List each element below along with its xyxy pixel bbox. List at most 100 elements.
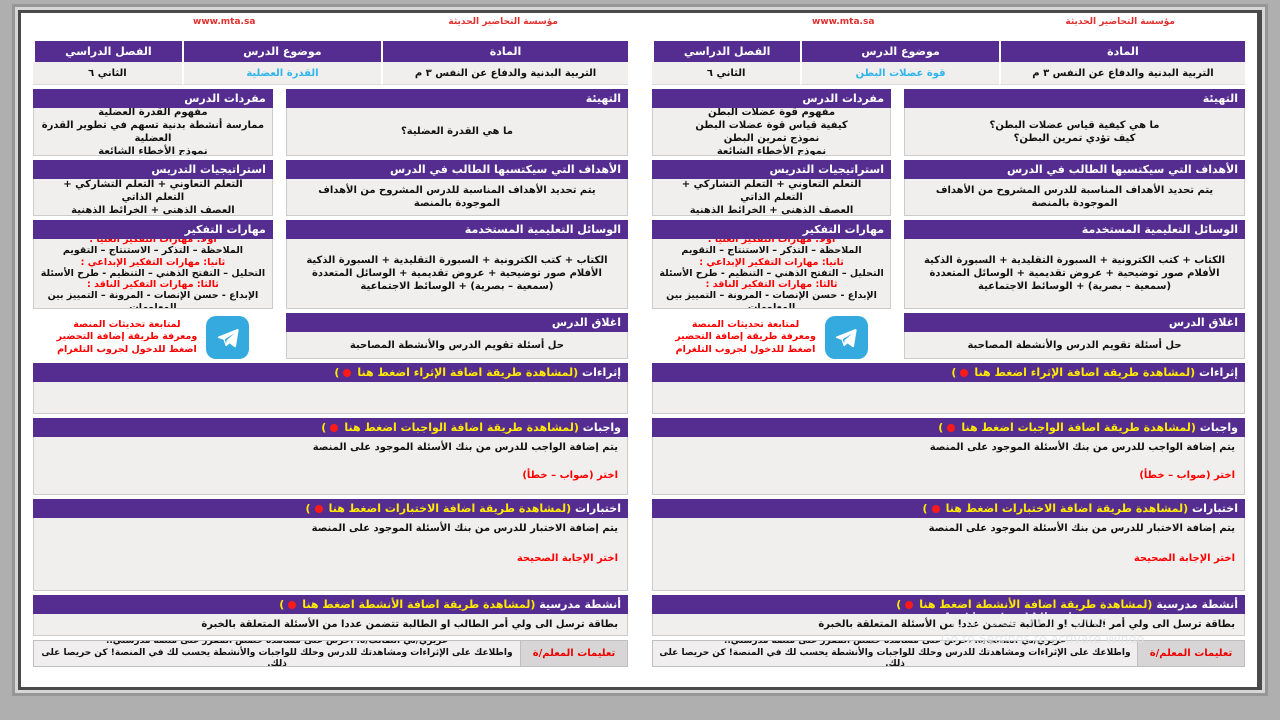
text-line: عزيزي/تي الطالب/ة: احرص على مشاهدة حصص ا…	[723, 640, 1067, 647]
media-section: الوسائل التعليمية المستخدمة الكتاب + كتب…	[285, 220, 628, 309]
page-top-line: مؤسسة التحاضير الحديثة www.mta.sa	[652, 15, 1245, 41]
paren-close: )	[922, 502, 928, 515]
telegram-promo[interactable]: لمتابعة تحديثات المنصة ومعرفة طريقة إضاف…	[33, 313, 273, 359]
telegram-icon[interactable]	[824, 316, 868, 359]
homework-title: واجبات	[1199, 421, 1238, 434]
activities-header: أنشطة مدرسية (لمشاهدة طريقة اضافة الأنشط…	[33, 595, 628, 614]
enrichment-link[interactable]: (لمشاهدة طريقة اضافة الإثراء اضغط هنا	[357, 366, 579, 379]
text-line: حل أسئلة تقويم الدرس والأنشطة المصاحبة	[967, 339, 1182, 351]
goals-section: الأهداف التي سيكتسبها الطالب في الدرس يت…	[904, 160, 1245, 216]
vocab-header: مفردات الدرس	[652, 89, 892, 108]
tests-link[interactable]: (لمشاهدة طريقة اضافة الاختبارات اضغط هنا	[945, 502, 1189, 515]
telegram-promo[interactable]: لمتابعة تحديثات المنصة ومعرفة طريقة إضاف…	[652, 313, 891, 359]
activities-title: أنشطة مدرسية	[1156, 598, 1238, 611]
text-line: نموذج تمرين البطن	[723, 132, 820, 144]
paren-close: )	[951, 366, 957, 379]
warmup-body: ما هي القدرة العضلية؟	[285, 108, 628, 156]
row-closing-telegram: اغلاق الدرس حل أسئلة تقويم الدرس والأنشط…	[652, 313, 1245, 359]
telegram-promo-text[interactable]: لمتابعة تحديثات المنصة ومعرفة طريقة إضاف…	[675, 319, 816, 357]
site-url[interactable]: www.mta.sa	[812, 17, 875, 27]
text-line: نموذج الأخطاء الشائعة	[98, 145, 208, 156]
activities-link[interactable]: (لمشاهدة طريقة اضافة الأنشطة اضغط هنا	[302, 598, 536, 611]
site-url[interactable]: www.mta.sa	[193, 17, 256, 27]
text-line: الكتاب + كتب الكترونية + السبورة التقليد…	[306, 255, 608, 266]
text-line: يتم تحديد الأهداف المناسبة للدرس المشروح…	[935, 185, 1214, 209]
strategies-header: استراتيجيات التدريس	[33, 160, 273, 179]
text-line: نموذج الأخطاء الشائعة	[716, 145, 827, 156]
warmup-header: التهيئة	[904, 89, 1245, 108]
text-line: الإبداع - حسن الإنصات - المرونة – التميي…	[47, 290, 259, 309]
text-line: بطاقة ترسل الى ولي أمر الطالب او الطالبة…	[201, 619, 618, 630]
enrichment-header: إثراءات (لمشاهدة طريقة اضافة الإثراء اضغ…	[652, 363, 1245, 382]
warmup-section: التهيئة ما هي القدرة العضلية؟	[285, 89, 628, 156]
thinking-header: مهارات التفكير	[33, 220, 273, 239]
homework-body: يتم إضافة الواجب للدرس من بنك الأسئلة ال…	[33, 437, 628, 495]
homework-link[interactable]: (لمشاهدة طريقة اضافة الواجبات اضغط هنا	[961, 421, 1196, 434]
text-line: الأفلام صور توضيحية + عروض تقديمية + الو…	[311, 268, 602, 279]
telegram-icon[interactable]	[206, 316, 250, 359]
homework-header: واجبات (لمشاهدة طريقة اضافة الواجبات اضغ…	[33, 418, 628, 437]
subject-label: المادة	[998, 41, 1245, 62]
instructions-label: تعليمات المعلم/ة	[1137, 640, 1245, 667]
text-line: التحليل – التفتح الذهني – التنظيم - طرح …	[40, 267, 266, 279]
tests-body: يتم إضافة الاختبار للدرس من بنك الأسئلة …	[652, 518, 1245, 591]
strategies-body: التعلم التعاوني + التعلم التشاركي + التع…	[33, 179, 273, 216]
warmup-section: التهيئة ما هي كيفية قياس عضلات البطن؟ كي…	[904, 89, 1245, 156]
homework-title: واجبات	[582, 421, 621, 434]
text-line: ثانيا: مهارات التفكير الإبداعي :	[699, 256, 844, 268]
enrichment-body	[652, 382, 1245, 414]
red-dot-icon	[947, 424, 956, 432]
warmup-body: ما هي كيفية قياس عضلات البطن؟ كيف تؤدي ت…	[904, 108, 1245, 156]
document-frame: مؤسسة التحاضير الحديثة www.mta.sa المادة…	[18, 10, 1262, 690]
text-line: اضغط للدخول لجروب التلغرام	[57, 343, 197, 355]
semester-value: الثاني ٦	[33, 62, 182, 85]
thinking-section: مهارات التفكير أولا: مهارات التفكير العل…	[652, 220, 892, 309]
homework-header: واجبات (لمشاهدة طريقة اضافة الواجبات اضغ…	[652, 418, 1245, 437]
row-goals-strategies: الأهداف التي سيكتسبها الطالب في الدرس يت…	[33, 160, 628, 216]
telegram-promo-text[interactable]: لمتابعة تحديثات المنصة ومعرفة طريقة إضاف…	[57, 319, 198, 357]
text-line: يتم إضافة الواجب للدرس من بنك الأسئلة ال…	[929, 442, 1235, 453]
red-dot-icon	[905, 601, 914, 609]
text-line: ما هي القدرة العضلية؟	[400, 126, 513, 137]
subject-value: التربية البدنية والدفاع عن النفس ٣ م	[381, 62, 628, 85]
teacher-instructions-row: تعليمات المعلم/ة عزيزي/تي الطالب/ة: احرص…	[33, 640, 628, 667]
text-line: (سمعية – بصرية) + الوسائط الاجتماعية	[360, 281, 554, 292]
media-body: الكتاب + كتب الكترونية + السبورة التقليد…	[904, 239, 1245, 309]
lesson-plan-page: مؤسسة التحاضير الحديثة www.mta.sa المادة…	[640, 13, 1259, 687]
red-dot-icon	[931, 505, 940, 513]
enrichment-title: إثراءات	[582, 366, 621, 379]
closing-header: اغلاق الدرس	[285, 313, 628, 332]
row-goals-strategies: الأهداف التي سيكتسبها الطالب في الدرس يت…	[652, 160, 1245, 216]
tests-section: اختبارات (لمشاهدة طريقة اضافة الاختبارات…	[652, 499, 1245, 591]
text-line: كيف تؤدي تمرين البطن؟	[1013, 132, 1136, 144]
enrichment-section: إثراءات (لمشاهدة طريقة اضافة الإثراء اضغ…	[33, 363, 628, 414]
paren-close: )	[896, 598, 902, 611]
tests-section: اختبارات (لمشاهدة طريقة اضافة الاختبارات…	[33, 499, 628, 591]
red-dot-icon	[343, 369, 352, 377]
tests-link[interactable]: (لمشاهدة طريقة اضافة الاختبارات اضغط هنا	[328, 502, 572, 515]
text-line: يتم تحديد الأهداف المناسبة للدرس المشروح…	[318, 185, 596, 209]
lesson-header-table: المادة موضوع الدرس الفصل الدراسي التربية…	[652, 41, 1245, 85]
semester-value: الثاني ٦	[652, 62, 801, 85]
text-line: الأفلام صور توضيحية + عروض تقديمية + الو…	[929, 268, 1220, 279]
closing-section: اغلاق الدرس حل أسئلة تقويم الدرس والأنشط…	[904, 313, 1245, 359]
topic-label: موضوع الدرس	[800, 41, 999, 62]
homework-body: يتم إضافة الواجب للدرس من بنك الأسئلة ال…	[652, 437, 1245, 495]
homework-link[interactable]: (لمشاهدة طريقة اضافة الواجبات اضغط هنا	[344, 421, 579, 434]
instructions-label: تعليمات المعلم/ة	[520, 640, 628, 667]
text-line: العصف الذهني + الخرائط الذهنية	[689, 204, 854, 216]
activities-link[interactable]: (لمشاهدة طريقة اضافة الأنشطة اضغط هنا	[919, 598, 1153, 611]
lesson-plan-page: مؤسسة التحاضير الحديثة www.mta.sa المادة…	[21, 13, 640, 687]
thinking-body: أولا: مهارات التفكير العليا : الملاحظة –…	[652, 239, 892, 309]
text-line: يتم إضافة الاختبار للدرس من بنك الأسئلة …	[311, 523, 618, 534]
enrichment-title: إثراءات	[1199, 366, 1238, 379]
topic-label: موضوع الدرس	[181, 41, 382, 62]
text-line: الإبداع - حسن الإنصات - المرونة – التميي…	[666, 290, 877, 309]
text-line: الكتاب + كتب الكترونية + السبورة التقليد…	[923, 255, 1226, 266]
enrichment-link[interactable]: (لمشاهدة طريقة اضافة الإثراء اضغط هنا	[974, 366, 1196, 379]
text-line: واطلاعك على الإثراءات ومشاهدتك للدرس وحل…	[41, 647, 513, 667]
paren-close: )	[321, 421, 327, 434]
text-line: أولا: مهارات التفكير العليا :	[707, 239, 836, 245]
subject-value: التربية البدنية والدفاع عن النفس ٣ م	[998, 62, 1245, 85]
homework-note: اختر (صواب – خطأ)	[1139, 470, 1235, 481]
